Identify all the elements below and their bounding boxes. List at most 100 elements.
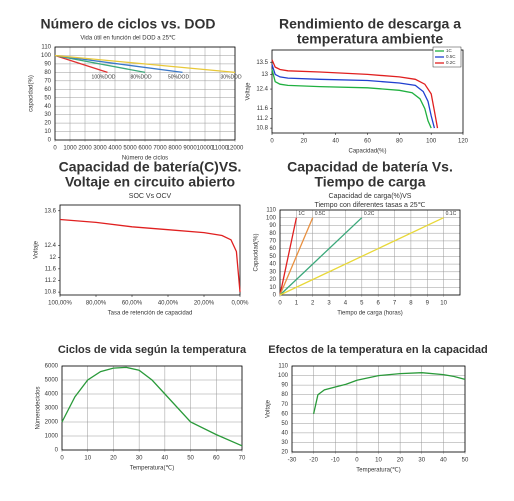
x-tick-label: 0 — [355, 458, 359, 464]
y-tick-label: 10 — [44, 129, 51, 135]
x-tick-label: 40 — [332, 139, 339, 145]
y-tick-label: 80 — [44, 70, 51, 76]
data-line — [279, 217, 444, 296]
x-tick-label: 5 — [360, 301, 364, 307]
x-tick-label: 11000 — [212, 146, 229, 152]
x-tick-label: 30 — [136, 456, 143, 462]
y-tick-label: 12 — [49, 255, 56, 261]
y-tick-label: 0 — [273, 293, 277, 299]
y-tick-label: 70 — [269, 238, 276, 244]
data-line — [54, 54, 183, 74]
x-tick-label: 100,00% — [48, 301, 72, 307]
y-tick-label: 13.5 — [256, 60, 268, 66]
chart-subtitle: Tiempo con diferentes tasas a 25℃ — [314, 202, 425, 209]
y-tick-label: 60 — [44, 87, 51, 93]
chart-title: Capacidad de batería(C)VS. — [59, 159, 242, 175]
chart-title: Efectos de la temperatura en la capacida… — [268, 344, 487, 356]
plot-frame — [279, 209, 461, 296]
y-tick-label: 50 — [269, 254, 276, 260]
y-tick-label: 100 — [266, 215, 277, 221]
y-tick-label: 30 — [281, 440, 288, 446]
legend-label: 0.2C — [446, 60, 456, 65]
x-tick-label: 6 — [377, 301, 381, 307]
legend-label: 0.5C — [446, 54, 456, 59]
x-tick-label: 8000 — [168, 146, 182, 152]
legend-label: 1C — [446, 48, 453, 53]
y-axis-label: Númerodeciclos — [36, 386, 42, 429]
x-axis-label: Capacidad(%) — [348, 149, 386, 155]
y-axis-label: Voltaje — [266, 399, 272, 418]
y-tick-label: 30 — [269, 269, 276, 275]
chart-title: temperatura ambiente — [297, 31, 443, 47]
y-tick-label: 80 — [281, 392, 288, 398]
x-tick-label: 10 — [84, 456, 91, 462]
y-axis-label: Voltaje — [34, 240, 40, 259]
x-tick-label: 20,00% — [194, 301, 215, 307]
x-tick-label: 1000 — [63, 146, 77, 152]
x-tick-label: 10 — [375, 458, 382, 464]
x-tick-label: 12000 — [227, 146, 244, 152]
y-tick-label: 40 — [281, 430, 288, 436]
x-tick-label: 0,00% — [231, 301, 249, 307]
x-tick-label: 120 — [458, 139, 469, 145]
y-tick-label: 100 — [278, 373, 289, 379]
series-label: 1C — [298, 211, 305, 217]
chart-title: Ciclos de vida según la temperatura — [58, 344, 247, 356]
chart-subtitle: Capacidad de carga(%)VS — [329, 193, 412, 200]
x-tick-label: 0 — [270, 139, 274, 145]
x-tick-label: 80 — [396, 139, 403, 145]
plot-frame — [59, 204, 241, 296]
x-axis-label: Temperatura(℃) — [130, 466, 174, 472]
data-line — [279, 217, 314, 296]
data-line — [59, 218, 241, 293]
series-label: 50%DOD — [168, 75, 190, 81]
x-tick-label: 50 — [462, 458, 469, 464]
plot-frame — [61, 365, 243, 451]
series-label: 0.5C — [315, 211, 326, 217]
series-label: 0.2C — [364, 211, 375, 217]
x-tick-label: 3 — [327, 301, 331, 307]
x-tick-label: 10 — [440, 301, 447, 307]
x-tick-label: 1 — [295, 301, 299, 307]
x-tick-label: 2000 — [78, 146, 92, 152]
y-tick-label: 11.6 — [45, 266, 57, 272]
y-tick-label: 10.8 — [256, 126, 268, 132]
y-tick-label: 20 — [44, 121, 51, 127]
y-tick-label: 40 — [269, 262, 276, 268]
data-line — [279, 217, 363, 296]
x-tick-label: 20 — [300, 139, 307, 145]
y-tick-label: 110 — [41, 45, 51, 51]
data-line — [61, 366, 243, 447]
legend-box — [432, 46, 462, 68]
y-tick-label: 60 — [281, 411, 288, 417]
chart-title: Número de ciclos vs. DOD — [40, 16, 215, 32]
y-tick-label: 3000 — [45, 406, 59, 412]
data-line — [271, 64, 436, 129]
y-tick-label: 12.4 — [256, 87, 268, 93]
chart-title: Tiempo de carga — [314, 174, 425, 190]
data-line — [54, 54, 146, 74]
y-axis-label: Capacidad(%) — [254, 233, 260, 271]
y-tick-label: 110 — [278, 364, 288, 370]
x-tick-label: 0 — [60, 456, 64, 462]
x-tick-label: 8 — [409, 301, 413, 307]
x-tick-label: -20 — [309, 458, 318, 464]
x-tick-label: 5000 — [123, 146, 137, 152]
x-tick-label: 10000 — [197, 146, 214, 152]
data-line — [271, 69, 432, 129]
y-tick-label: 0 — [55, 448, 59, 454]
x-tick-label: 50 — [187, 456, 194, 462]
y-tick-label: 10 — [269, 285, 276, 291]
y-tick-label: 80 — [269, 231, 276, 237]
x-tick-label: 60 — [213, 456, 220, 462]
y-tick-label: 20 — [281, 450, 288, 456]
x-tick-label: -10 — [331, 458, 340, 464]
x-tick-label: 40,00% — [158, 301, 179, 307]
y-tick-label: 4000 — [45, 392, 59, 398]
data-line — [271, 59, 439, 129]
x-axis-label: Número de ciclos — [122, 156, 168, 162]
y-tick-label: 5000 — [45, 378, 59, 384]
series-label: 80%DOD — [130, 75, 152, 81]
y-tick-label: 110 — [266, 208, 276, 214]
plot-frame — [291, 365, 466, 453]
